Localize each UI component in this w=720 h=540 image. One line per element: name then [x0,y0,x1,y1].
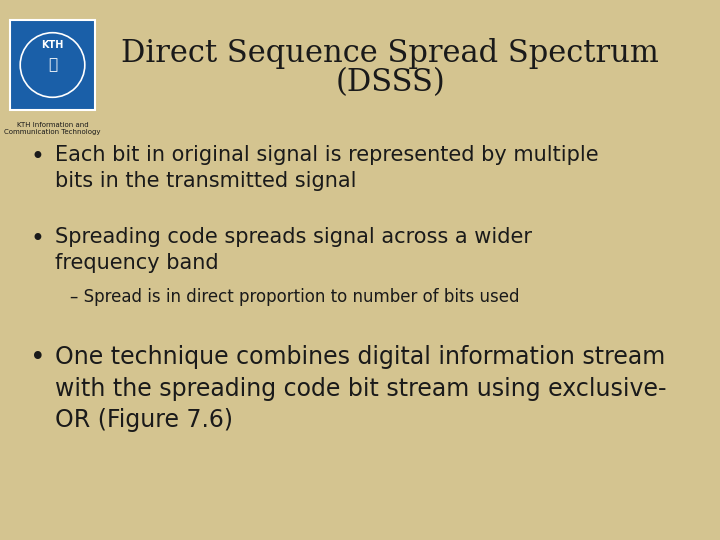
Text: Each bit in original signal is represented by multiple
bits in the transmitted s: Each bit in original signal is represent… [55,145,598,191]
Text: (DSSS): (DSSS) [335,67,445,98]
Text: Spreading code spreads signal across a wider
frequency band: Spreading code spreads signal across a w… [55,227,532,273]
Text: One technique combines digital information stream
with the spreading code bit st: One technique combines digital informati… [55,345,667,432]
Text: •: • [30,227,44,251]
Text: Direct Sequence Spread Spectrum: Direct Sequence Spread Spectrum [121,38,659,69]
Text: ♕: ♕ [48,58,57,72]
Text: KTH: KTH [41,40,63,50]
Text: •: • [30,145,44,169]
Text: – Spread is in direct proportion to number of bits used: – Spread is in direct proportion to numb… [70,288,520,306]
FancyBboxPatch shape [10,20,95,110]
Text: •: • [30,345,45,371]
Text: KTH Information and
Communication Technology: KTH Information and Communication Techno… [4,122,101,135]
